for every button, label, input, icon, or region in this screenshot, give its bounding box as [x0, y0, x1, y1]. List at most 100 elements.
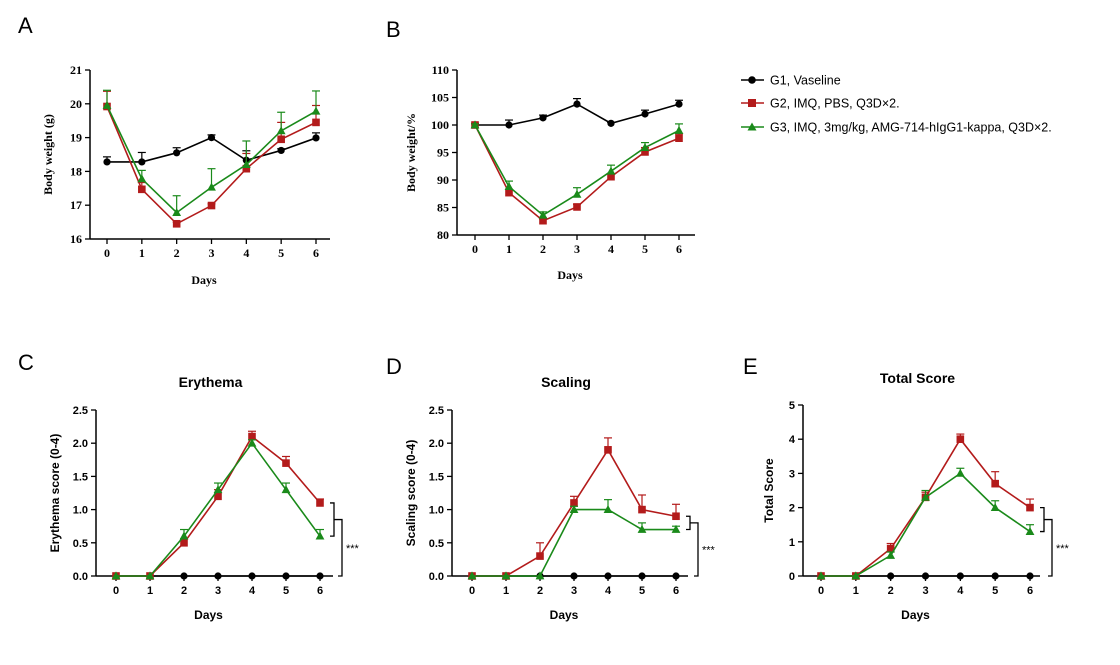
data-point-triangle	[207, 182, 216, 191]
series-3	[102, 89, 321, 217]
y-tick-label: 100	[431, 118, 449, 132]
y-tick-label: 1.0	[429, 505, 444, 517]
series-1	[103, 132, 320, 166]
data-point-circle	[887, 572, 895, 580]
series-line	[821, 472, 1031, 577]
bracket-outer	[690, 522, 699, 577]
x-tick-label: 0	[818, 585, 824, 597]
x-tick-label: 1	[503, 585, 509, 597]
data-point-square	[991, 479, 999, 488]
data-point-square	[570, 499, 578, 507]
y-tick-label: 2.0	[429, 438, 444, 450]
y-tick-label: 80	[437, 228, 449, 242]
data-point-circle	[214, 572, 222, 580]
data-point-circle	[607, 119, 615, 127]
data-point-square	[282, 459, 290, 467]
data-point-circle	[1026, 572, 1034, 580]
bracket-inner	[330, 502, 335, 537]
data-point-circle	[103, 158, 111, 166]
data-point-circle	[638, 572, 646, 580]
y-tick-label: 4	[789, 434, 796, 446]
data-point-circle	[505, 121, 513, 129]
series-line	[472, 508, 676, 577]
y-tick-label: 2.0	[73, 438, 88, 450]
data-point-square	[180, 539, 188, 547]
data-point-square	[312, 118, 320, 127]
data-point-triangle	[990, 503, 1000, 511]
x-tick-label: 5	[283, 585, 289, 597]
y-tick-label: 18	[70, 164, 82, 178]
data-point-triangle	[1025, 526, 1035, 535]
series-line	[474, 124, 680, 217]
y-tick-label: 3	[789, 468, 795, 480]
panel-letter-d: D	[386, 354, 402, 379]
legend-entry-g2: G2, IMQ, PBS, Q3D×2.	[741, 97, 900, 111]
data-point-triangle	[315, 531, 325, 540]
panel-letter-e: E	[743, 354, 758, 379]
data-point-triangle	[637, 524, 647, 533]
y-tick-label: 1.0	[73, 505, 88, 517]
data-point-triangle	[603, 505, 613, 513]
x-tick-label: 3	[571, 585, 577, 597]
data-point-circle	[207, 134, 216, 142]
legend-entry-g3: G3, IMQ, 3mg/kg, AMG-714-hIgG1-kappa, Q3…	[741, 121, 1052, 135]
data-point-triangle	[213, 485, 223, 494]
significance-label: ***	[702, 544, 716, 556]
data-point-circle	[570, 572, 578, 580]
significance-label: ***	[1056, 543, 1070, 555]
data-point-square	[886, 544, 895, 553]
x-tick-label: 2	[537, 585, 543, 597]
x-tick-label: 5	[278, 246, 284, 260]
data-point-triangle	[137, 174, 147, 183]
data-point-square	[638, 505, 646, 514]
x-tick-label: 6	[1027, 585, 1033, 597]
data-point-triangle	[179, 531, 189, 540]
data-point-circle	[173, 149, 181, 157]
bracket-inner	[1040, 506, 1045, 533]
y-tick-label: 2	[789, 503, 795, 515]
data-point-circle	[991, 572, 999, 580]
data-point-triangle	[535, 571, 545, 580]
y-tick-label: 21	[70, 63, 82, 77]
x-tick-label: 1	[506, 242, 512, 256]
series-line	[106, 105, 317, 214]
data-point-triangle	[102, 100, 112, 109]
legend-marker-triangle	[747, 122, 757, 131]
chart-panel-a: 16 17 18 19 20 21 0 1 2 3 4 5 6 Days Body weight (g)	[41, 63, 330, 287]
x-tick-label: 5	[642, 242, 648, 256]
series-3	[470, 120, 684, 219]
y-tick-label: 90	[437, 173, 449, 187]
y-axis-label: Scaling score (0-4)	[404, 440, 418, 547]
legend-marker-circle	[748, 76, 756, 84]
data-point-triangle	[569, 505, 579, 513]
y-tick-label: 16	[70, 232, 82, 246]
series-1	[471, 97, 683, 129]
x-tick-label: 4	[957, 585, 964, 597]
data-point-circle	[180, 572, 188, 580]
data-point-triangle	[172, 208, 182, 217]
data-point-circle	[641, 110, 649, 118]
bracket-outer	[334, 518, 343, 577]
y-axis-label: Erythema score (0-4)	[48, 434, 62, 553]
x-tick-label: 1	[147, 585, 153, 597]
x-tick-label: 6	[313, 246, 319, 260]
series-2	[817, 433, 1034, 580]
data-point-circle	[248, 572, 256, 580]
data-point-triangle	[674, 125, 684, 134]
y-tick-label: 1	[789, 537, 795, 549]
x-tick-label: 1	[853, 585, 859, 597]
data-point-square	[242, 164, 251, 173]
data-point-triangle	[955, 468, 965, 477]
y-tick-label: 0.0	[429, 571, 444, 583]
panel-letter-a: A	[18, 13, 33, 38]
x-tick-label: 3	[922, 585, 928, 597]
series-3	[816, 467, 1035, 580]
data-point-square	[672, 512, 680, 521]
x-tick-label: 0	[469, 585, 475, 597]
data-point-circle	[138, 158, 146, 166]
series-2	[103, 90, 320, 228]
y-tick-label: 0.5	[73, 538, 88, 550]
chart-title: Scaling	[541, 374, 591, 390]
series-3	[467, 499, 681, 580]
data-point-circle	[282, 572, 290, 580]
